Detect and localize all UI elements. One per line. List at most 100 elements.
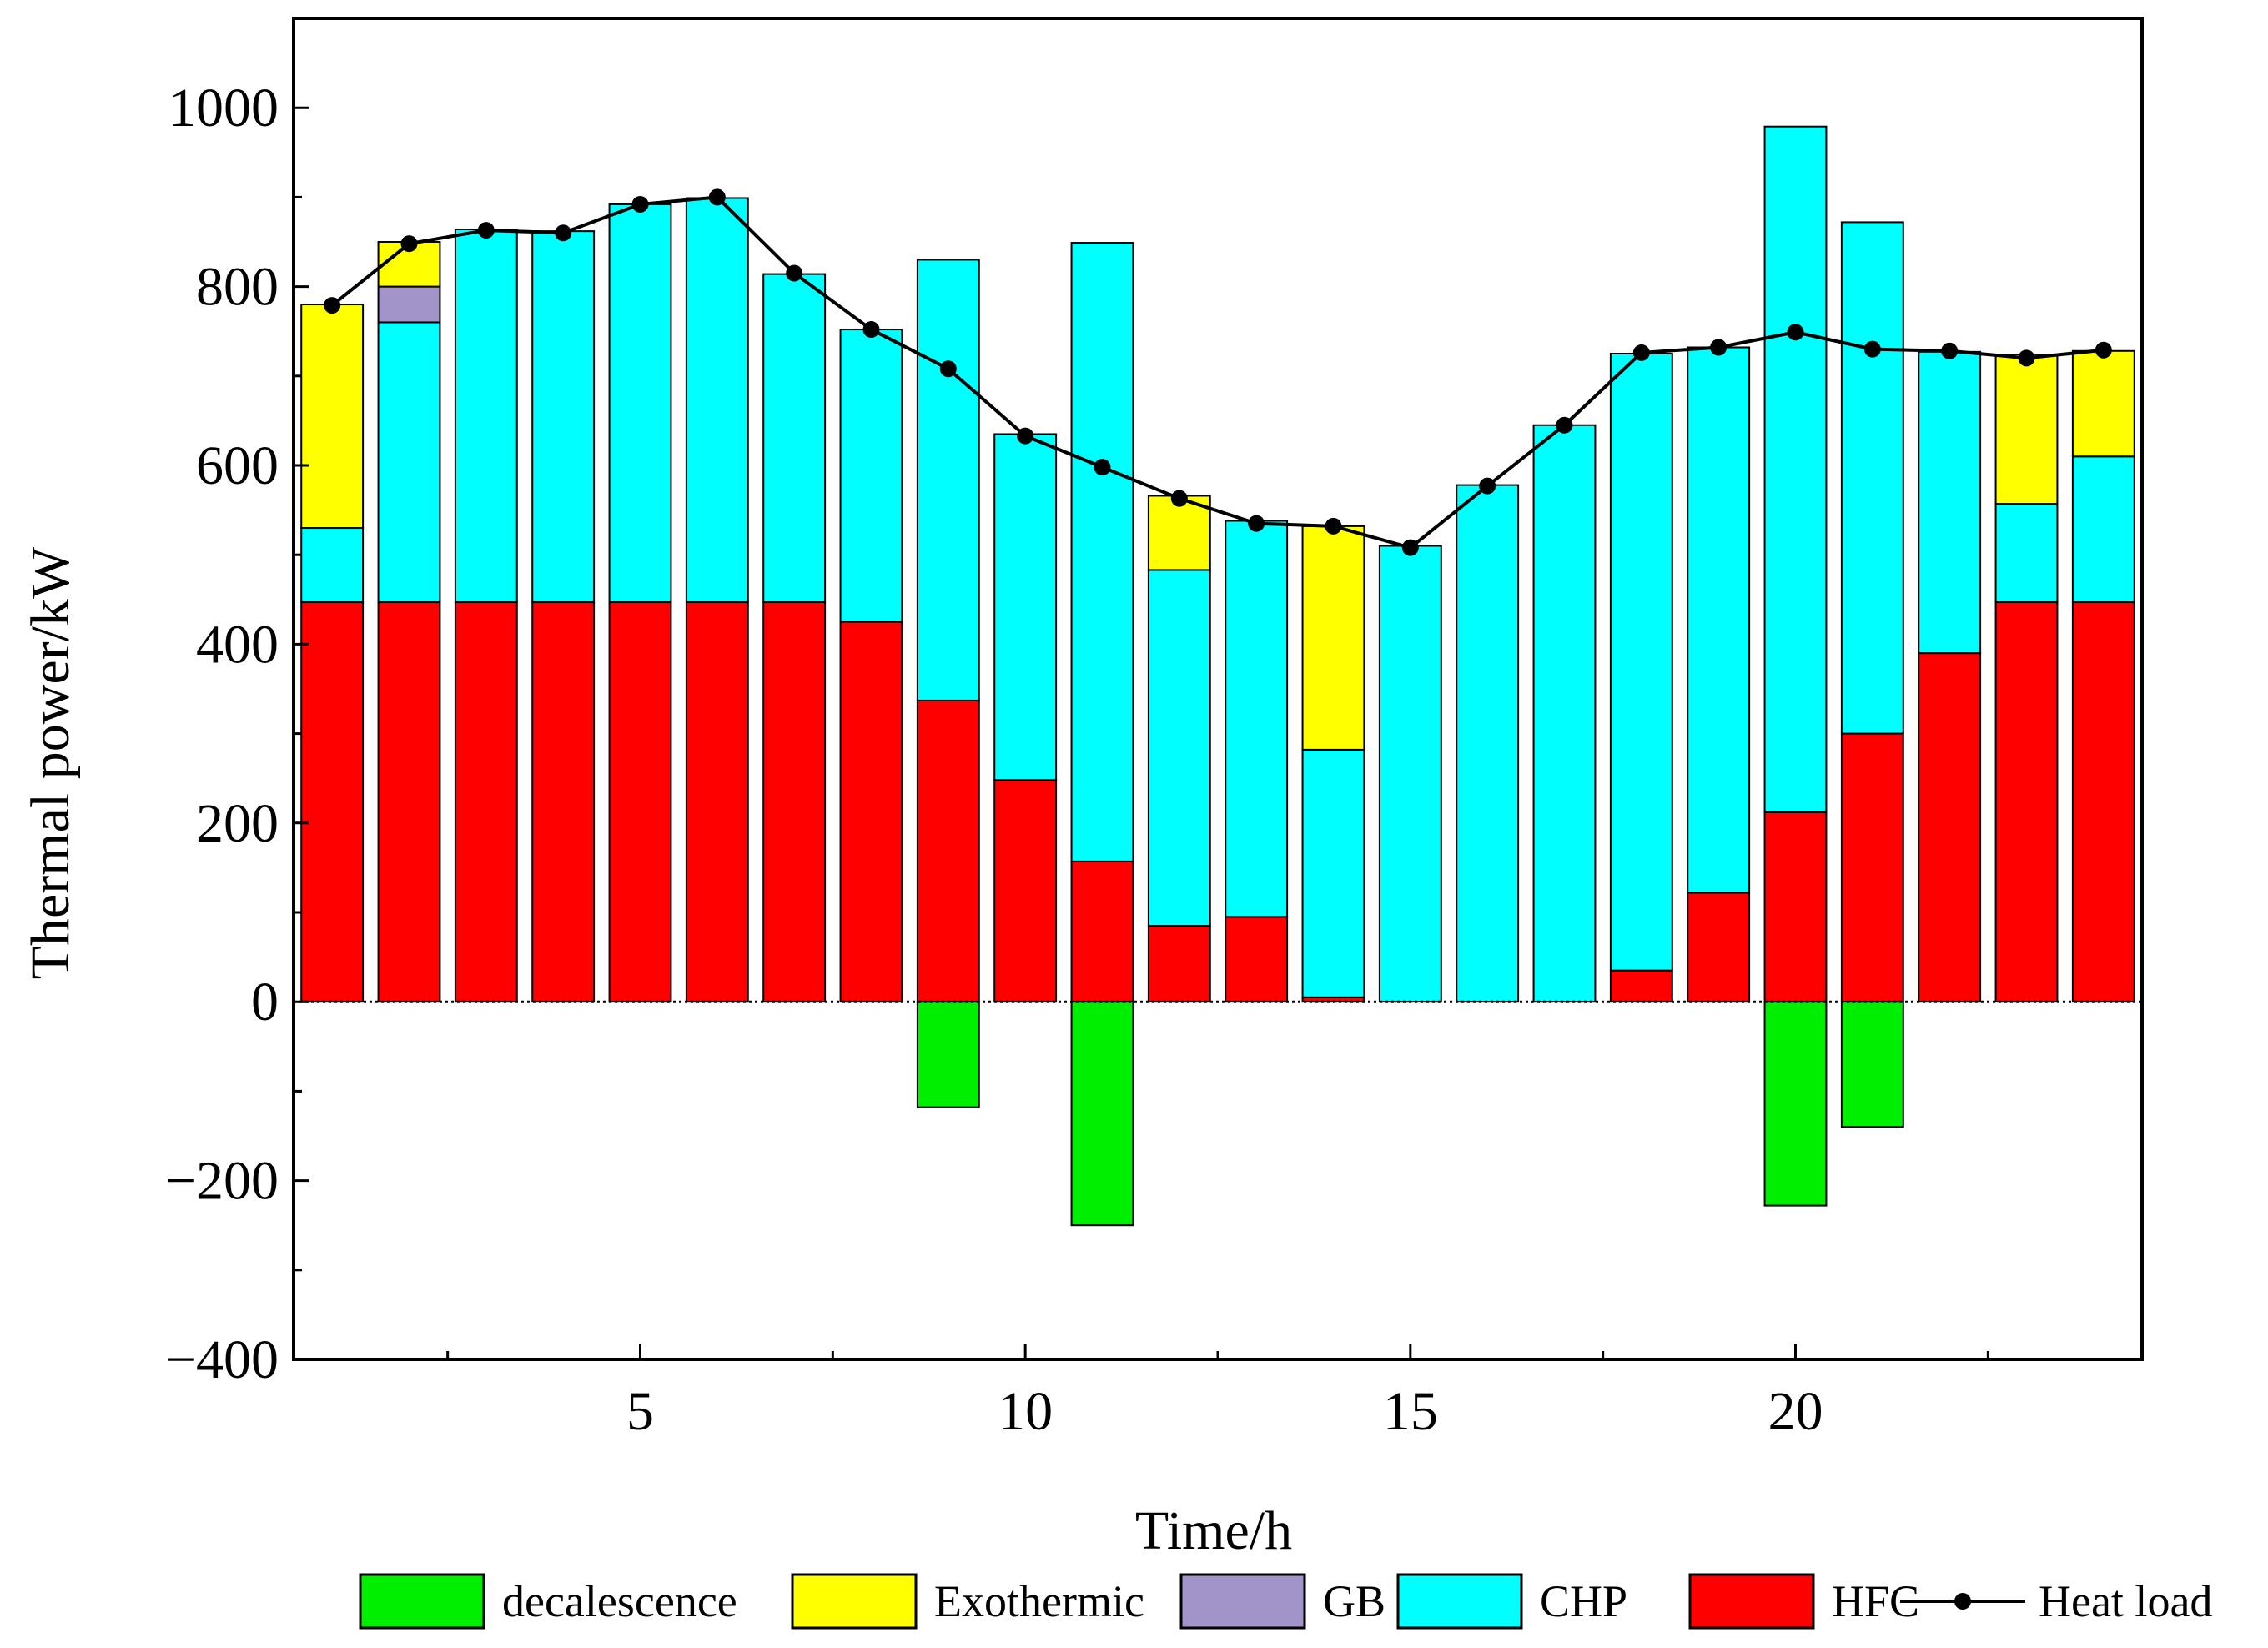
heat-load-point-4: [555, 224, 572, 242]
heat-load-line: [330, 195, 2105, 550]
bar-chp-1: [300, 527, 365, 604]
bar-gb-2: [377, 285, 441, 324]
heat-load-point-8: [862, 321, 880, 339]
bar-hfc-18: [1609, 969, 1673, 1003]
x-tick-label-5: 5: [626, 1381, 654, 1442]
bar-chp-18: [1609, 353, 1673, 972]
bar-hfc-11: [1070, 860, 1134, 1003]
bar-chp-13: [1225, 520, 1289, 918]
legend-swatch-gb: [1179, 1573, 1306, 1630]
bar-hfc-23: [1994, 601, 2059, 1003]
heat-load-point-9: [939, 360, 957, 378]
bar-chp-9: [916, 259, 980, 701]
y-axis-title: Thermal power/kW: [20, 546, 81, 979]
bar-chp-22: [1918, 350, 1982, 655]
heat-load-line-layer: [324, 188, 2112, 556]
heat-load-point-2: [400, 235, 418, 253]
legend-label-decalescence: decalescence: [502, 1576, 737, 1626]
heat-load-point-11: [1094, 459, 1111, 476]
heat-load-point-12: [1170, 490, 1188, 507]
y-tick-label-0: 0: [251, 972, 279, 1033]
bar-hfc-6: [685, 601, 749, 1003]
heat-load-point-6: [708, 188, 726, 206]
bar-hfc-22: [1918, 652, 1982, 1003]
bar-exothermic-14: [1301, 525, 1365, 751]
bar-hfc-2: [377, 601, 441, 1003]
bar-hfc-13: [1225, 916, 1289, 1003]
bar-hfc-5: [608, 601, 672, 1003]
legend-label-exothermic: Exothermic: [934, 1576, 1144, 1626]
bar-chp-21: [1840, 221, 1904, 735]
heat-load-point-14: [1325, 517, 1342, 535]
bar-chp-8: [839, 329, 903, 623]
heat-load-point-19: [1710, 339, 1727, 356]
y-tick-label-1000: 1000: [168, 78, 279, 138]
y-tick-label--400: −400: [165, 1329, 279, 1390]
heat-load-point-18: [1632, 344, 1650, 361]
bar-chp-12: [1147, 569, 1211, 927]
bar-chp-2: [377, 321, 441, 604]
heat-load-point-1: [324, 297, 341, 314]
bar-chp-15: [1378, 545, 1442, 1003]
heat-load-point-10: [1017, 427, 1034, 445]
bar-decalescence-11: [1070, 1001, 1134, 1227]
bar-hfc-21: [1840, 732, 1904, 1003]
legend-label-chp: CHP: [1540, 1576, 1627, 1626]
heat-load-point-24: [2095, 341, 2112, 359]
bar-chp-6: [685, 197, 749, 604]
y-tick-label-400: 400: [196, 614, 279, 675]
bar-chp-23: [1994, 503, 2059, 604]
legend-swatch-chp: [1396, 1573, 1523, 1630]
bar-hfc-9: [916, 699, 980, 1003]
bar-hfc-7: [762, 601, 827, 1003]
heat-load-point-13: [1248, 515, 1265, 532]
bar-chp-19: [1687, 346, 1751, 894]
bar-exothermic-24: [2071, 349, 2135, 458]
bar-hfc-12: [1147, 925, 1211, 1003]
heat-load-point-3: [477, 222, 495, 239]
axes-layer: −400 −200 0 200 400 600 800 1000 5 10 15 20: [165, 17, 2144, 1442]
heat-load-point-16: [1479, 477, 1496, 495]
bar-decalescence-9: [916, 1001, 980, 1108]
bar-chp-10: [993, 433, 1058, 781]
bar-hfc-4: [531, 601, 596, 1003]
legend-label-gb: GB: [1323, 1576, 1385, 1626]
x-tick-label-10: 10: [998, 1381, 1053, 1442]
bar-hfc-20: [1763, 811, 1828, 1003]
heat-load-point-5: [631, 195, 649, 213]
bar-hfc-19: [1687, 892, 1751, 1003]
heat-load-point-20: [1787, 324, 1804, 341]
heat-load-point-7: [786, 264, 803, 282]
heat-load-point-15: [1401, 539, 1419, 556]
heat-load-point-23: [2018, 349, 2035, 367]
heat-load-point-22: [1941, 342, 1959, 359]
bar-chp-16: [1456, 484, 1520, 1003]
heat-load-point-17: [1556, 416, 1573, 434]
legend-label-heat-load: Heat load: [2039, 1576, 2212, 1626]
x-axis-title: Time/h: [1135, 1500, 1292, 1561]
bar-chp-4: [531, 230, 596, 604]
bar-decalescence-20: [1763, 1001, 1828, 1207]
bar-hfc-8: [839, 621, 903, 1003]
bar-chp-7: [762, 273, 827, 604]
bar-chp-14: [1301, 748, 1365, 998]
bar-hfc-24: [2071, 601, 2135, 1003]
bar-chp-11: [1070, 242, 1134, 862]
y-tick-label-800: 800: [196, 257, 279, 318]
bar-hfc-3: [454, 601, 518, 1003]
heat-load-point-21: [1863, 340, 1881, 358]
y-tick-label-200: 200: [196, 793, 279, 854]
bars-layer: [294, 125, 2142, 1227]
bar-exothermic-23: [1994, 354, 2059, 505]
bar-chp-3: [454, 228, 518, 604]
bar-chp-17: [1532, 424, 1597, 1003]
bar-hfc-10: [993, 779, 1058, 1003]
legend-marker-heat-load: [1954, 1593, 1971, 1610]
bar-chp-24: [2071, 455, 2135, 604]
x-tick-label-15: 15: [1383, 1381, 1438, 1442]
x-tick-label-20: 20: [1768, 1381, 1823, 1442]
bar-chp-5: [608, 203, 672, 604]
legend-swatch-decalescence: [359, 1573, 485, 1630]
legend-swatch-hfc: [1688, 1573, 1815, 1630]
